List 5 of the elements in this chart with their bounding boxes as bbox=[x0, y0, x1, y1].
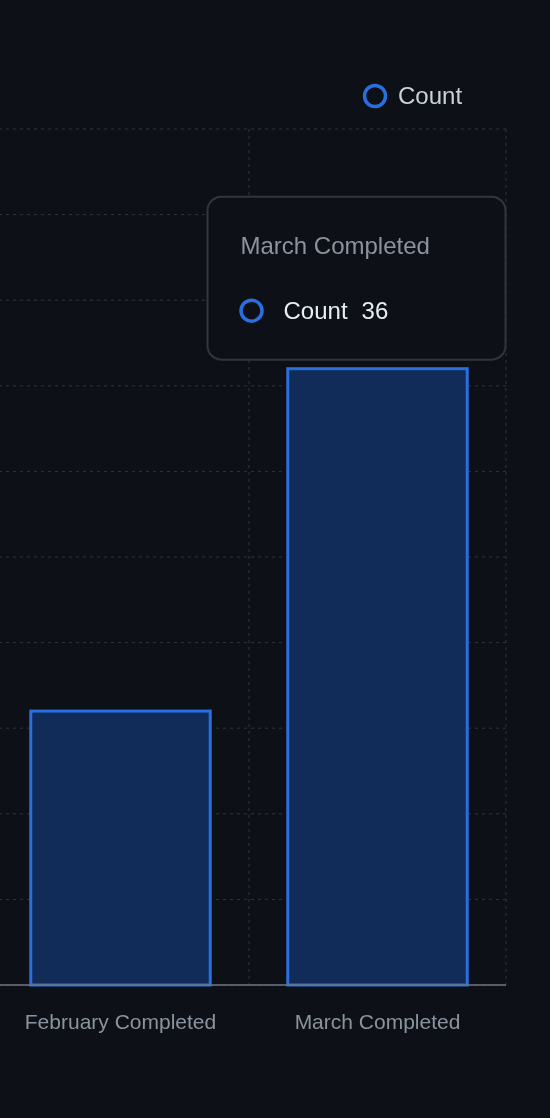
category-label: March Completed bbox=[240, 231, 430, 259]
text: Count bbox=[398, 82, 463, 109]
legend-label: Count bbox=[283, 296, 348, 324]
data-label: 36 bbox=[361, 296, 389, 324]
x-tick-label: February Completed bbox=[24, 1010, 217, 1033]
